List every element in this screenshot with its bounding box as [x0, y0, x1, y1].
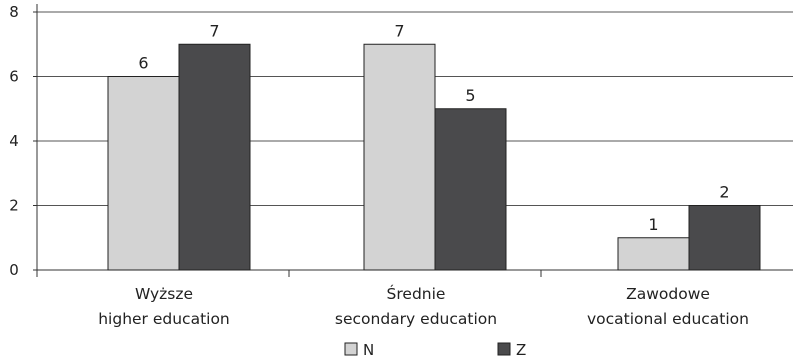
data-label-N-0: 6	[138, 54, 148, 73]
bar-N-2	[617, 237, 690, 271]
data-label-Z-0: 7	[209, 21, 219, 40]
y-tick-label-3: 6	[9, 68, 19, 86]
y-tick-label-4: 8	[9, 3, 19, 21]
category-label-0-1: higher education	[98, 310, 230, 328]
legend-label-Z: Z	[516, 341, 526, 359]
bar-N-0	[107, 76, 180, 271]
legend-swatch-Z	[497, 342, 511, 356]
category-label-0-0: Wyższe	[135, 285, 193, 303]
category-label-1-0: Średnie	[387, 284, 446, 303]
data-label-Z-2: 2	[719, 183, 729, 202]
bar-N-1	[363, 43, 436, 271]
bar-Z-1	[434, 108, 507, 271]
data-label-N-2: 1	[648, 215, 658, 234]
data-label-N-1: 7	[394, 21, 404, 40]
y-tick-label-0: 0	[9, 261, 19, 279]
category-label-2-1: vocational education	[587, 310, 749, 328]
y-tick-label-2: 4	[9, 132, 19, 150]
bar-Z-0	[178, 43, 251, 271]
y-tick-label-1: 2	[9, 197, 19, 215]
category-label-1-1: secondary education	[335, 310, 497, 328]
legend-swatch-N	[344, 342, 358, 356]
data-label-Z-1: 5	[465, 86, 475, 105]
category-label-2-0: Zawodowe	[626, 285, 710, 303]
legend-label-N: N	[363, 341, 374, 359]
bar-Z-2	[688, 205, 761, 271]
